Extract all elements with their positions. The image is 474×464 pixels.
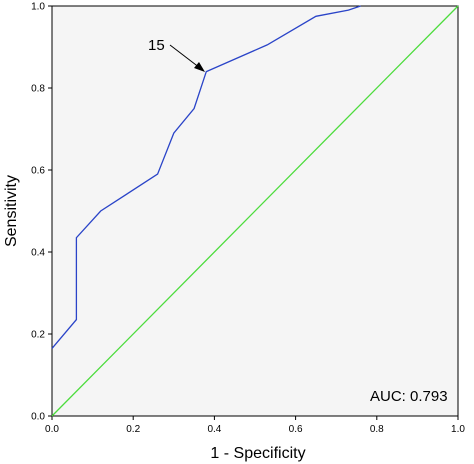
x-tick-label: 0.4: [207, 424, 221, 435]
y-tick-label: 0.2: [31, 330, 45, 341]
y-tick-label: 0.0: [31, 412, 45, 423]
annotation-arrow: [169, 44, 201, 69]
x-tick-label: 1.0: [451, 424, 465, 435]
x-axis-title: 1 - Specificity: [210, 445, 305, 462]
auc-label: AUC: 0.793: [370, 388, 448, 405]
axes: 0.0 0.2 0.4 0.6 0.8 1.0 0.0 0.2 0.4 0.6 0.8 1.0: [31, 2, 465, 436]
annotation-layer: 15 AUC: 0.793: [148, 37, 448, 405]
roc-curve-line: [51, 5, 361, 349]
y-tick-label: 1.0: [31, 2, 45, 13]
x-tick-label: 0.6: [289, 424, 303, 435]
y-tick-label: 0.6: [31, 166, 45, 177]
reference-diagonal-line: [51, 5, 459, 417]
y-tick-label: 0.8: [31, 84, 45, 95]
y-axis-title: Sensitivity: [3, 175, 20, 247]
arrow-head: [194, 62, 205, 72]
point-annotation-label: 15: [148, 37, 165, 54]
series-layer: [51, 5, 459, 417]
x-tick-label: 0.0: [45, 424, 59, 435]
y-tick-label: 0.4: [31, 248, 45, 259]
x-tick-label: 0.8: [370, 424, 384, 435]
x-tick-label: 0.2: [126, 424, 140, 435]
